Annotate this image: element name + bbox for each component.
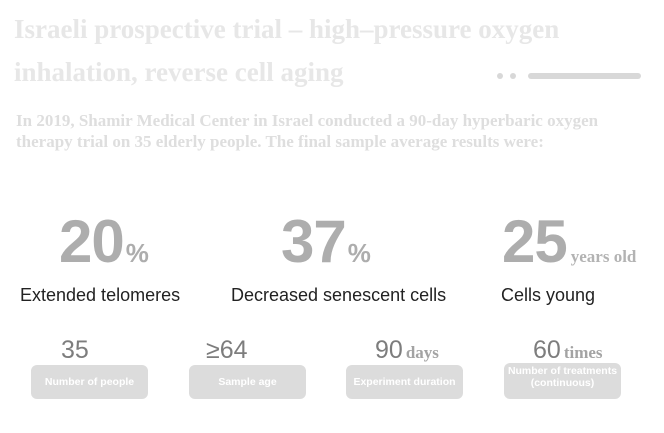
stat-value: 37 [281,208,347,275]
card-sample-age: Sample age [189,365,306,399]
decor-dot [497,73,503,79]
card-value: 90 [375,336,403,364]
page-title: Israeli prospective trial – high–pressur… [14,14,560,87]
card-value: ≥64 [206,336,248,364]
card-value: 60 [533,336,561,364]
title-decoration [497,71,647,83]
stat-unit: years old [570,247,637,266]
card-unit: times [563,343,603,362]
card-value-age: ≥64 [206,336,248,365]
decor-bar [528,73,641,79]
stat-label: Decreased senescent cells [231,285,447,305]
card-value-people: 35 [61,336,89,365]
card-number-of-people: Number of people [31,365,148,399]
stat-unit: % [347,238,371,268]
card-value-treatments: 60 times [533,336,603,365]
stat-value: 20 [59,208,125,275]
stat-unit: % [125,238,149,268]
card-unit: days [405,343,439,362]
card-value: 35 [61,336,89,364]
stat-value: 25 [502,208,568,275]
decor-dot [510,73,516,79]
card-experiment-duration: Experiment duration [346,365,463,399]
card-value-duration: 90 days [375,336,439,365]
stat-label: Extended telomeres [20,285,181,305]
card-number-of-treatments: Number of treatments (continuous) [504,363,621,399]
intro-paragraph: In 2019, Shamir Medical Center in Israel… [16,111,599,151]
stat-label: Cells young [501,285,596,305]
